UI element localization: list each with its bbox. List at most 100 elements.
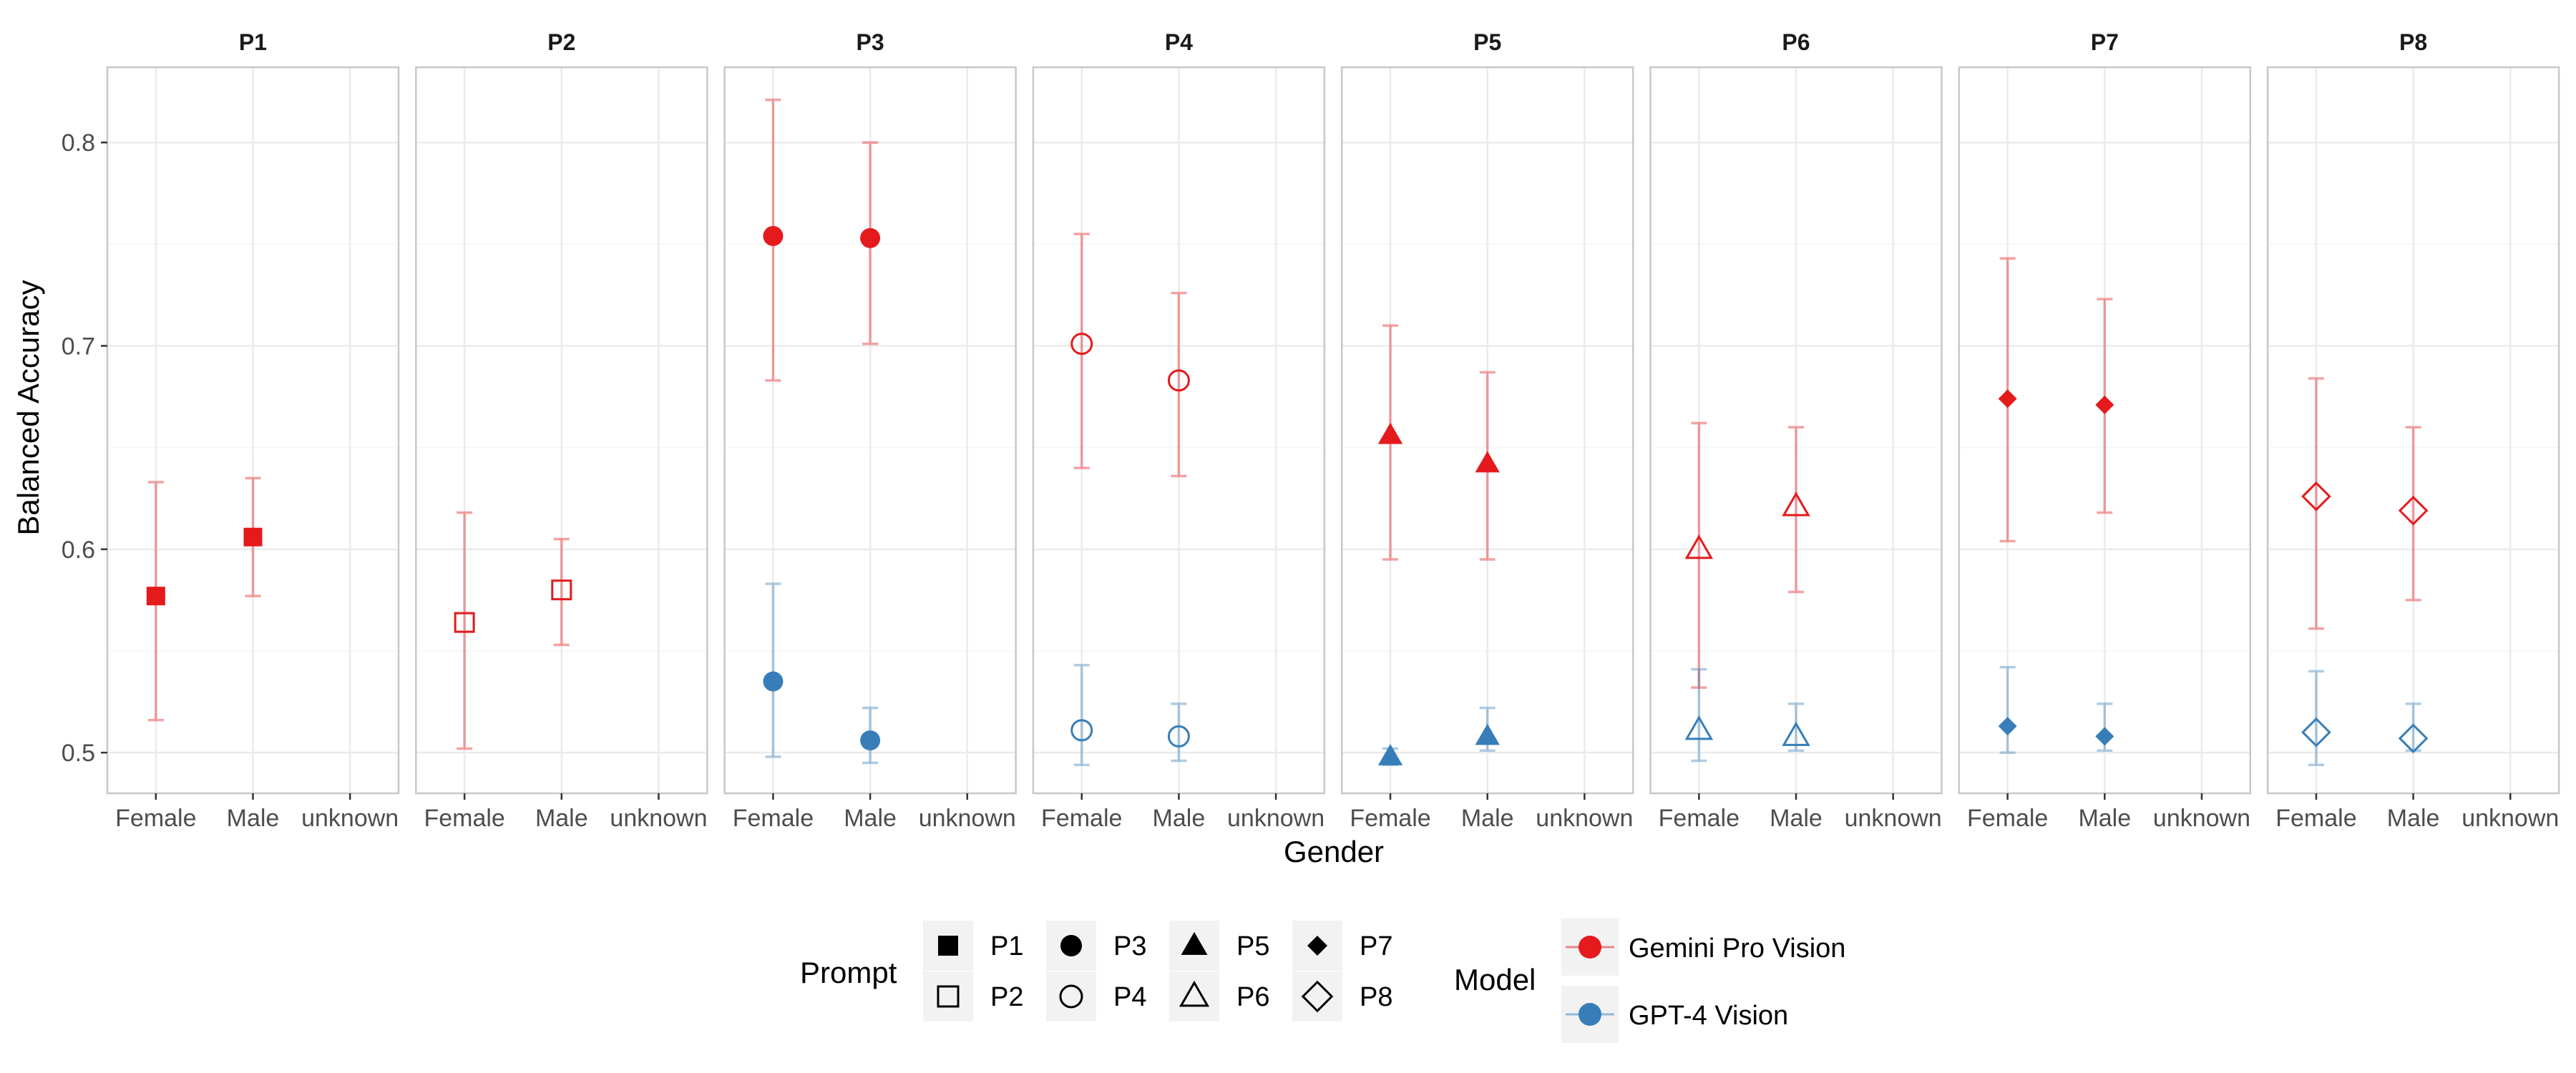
- data-point: [1684, 715, 1714, 740]
- x-tick-label: Male: [1770, 805, 1823, 832]
- x-tick-label: Female: [115, 805, 196, 832]
- facet-panel-p6: P6 Female Male unknown: [1649, 29, 1943, 832]
- error-bar: [553, 537, 570, 647]
- facet-title: P2: [547, 29, 575, 55]
- data-point: [2398, 495, 2429, 526]
- legend-key-shape: [1059, 984, 1083, 1009]
- facet-panels: P1 Female Male unknown 0.5 0.6 0.7 0.8 P2 Female M…: [62, 29, 2560, 832]
- data-point: [1782, 491, 1810, 516]
- data-point: [551, 579, 572, 601]
- facet-panel-p7: P7 Female Male unknown: [1958, 29, 2252, 832]
- legend-item-p1: P1: [923, 921, 1023, 971]
- legend-item-p2: P2: [923, 971, 1023, 1021]
- data-point: [146, 587, 165, 606]
- facet-title: P3: [857, 29, 884, 55]
- facet-title: P7: [2091, 29, 2119, 55]
- data-point: [2095, 727, 2114, 746]
- x-tick-label: Male: [2387, 805, 2440, 832]
- prompt-legend-keys: P1 P2 P3 P4 P5 P6 P7 P8: [923, 921, 1392, 1021]
- x-tick-label: Female: [1659, 805, 1740, 832]
- data-point: [1475, 723, 1500, 745]
- legend-item-p7: P7: [1292, 921, 1392, 971]
- facet-panel-p1: P1 Female Male unknown 0.5 0.6 0.7 0.8: [62, 29, 400, 832]
- legend-item-model: Gemini Pro Vision: [1561, 918, 1845, 976]
- x-tick-label: unknown: [2462, 805, 2559, 832]
- facet-title: P1: [239, 29, 267, 55]
- y-tick-label: 0.6: [62, 536, 95, 564]
- legend-key-shape: [1179, 980, 1210, 1007]
- legend-item-p3: P3: [1046, 921, 1146, 971]
- legend-key-background: [923, 971, 973, 1021]
- error-bar: [1691, 421, 1707, 689]
- legend-item-p5: P5: [1169, 921, 1269, 971]
- data-point: [2301, 717, 2331, 748]
- error-bar: [1788, 426, 1804, 594]
- x-tick-label: Female: [1041, 805, 1122, 832]
- x-axis-title: Gender: [1284, 835, 1384, 868]
- legend-item-p4: P4: [1046, 971, 1146, 1021]
- legend-key-shape: [1307, 936, 1327, 956]
- y-tick-label: 0.7: [62, 333, 95, 361]
- x-tick-label: unknown: [919, 805, 1016, 832]
- data-point: [1782, 721, 1810, 746]
- data-point: [763, 225, 784, 246]
- error-bar: [1691, 667, 1707, 763]
- x-tick-label: Female: [1350, 805, 1430, 832]
- facet-title: P8: [2399, 29, 2427, 55]
- error-bar: [765, 582, 781, 758]
- legend-label: P4: [1113, 982, 1146, 1012]
- facet-panel-p8: P8 Female Male unknown: [2266, 29, 2560, 832]
- error-bar: [1073, 232, 1090, 469]
- facet-title: P5: [1473, 29, 1501, 55]
- x-tick-label: unknown: [2153, 805, 2250, 832]
- x-tick-label: unknown: [1536, 805, 1633, 832]
- data-point: [243, 527, 263, 547]
- data-point: [1070, 333, 1093, 356]
- legend-key-point: [1579, 936, 1601, 959]
- data-point: [2398, 723, 2429, 754]
- facet-title: P6: [1782, 29, 1810, 55]
- legend-label: GPT-4 Vision: [1629, 1001, 1788, 1031]
- facet-title: P4: [1165, 29, 1193, 55]
- x-tick-label: unknown: [301, 805, 399, 832]
- x-tick-label: Female: [733, 805, 814, 832]
- data-point: [1070, 719, 1093, 742]
- x-tick-label: Male: [1461, 805, 1514, 832]
- x-tick-label: Female: [2275, 805, 2356, 832]
- legend-label: Gemini Pro Vision: [1629, 934, 1845, 964]
- legend-key-shape: [1181, 931, 1208, 955]
- data-point: [1475, 451, 1500, 473]
- legend-key-background: [1046, 971, 1096, 1021]
- legend-key-shape: [937, 985, 960, 1008]
- data-point: [2095, 395, 2114, 414]
- legend-label: P6: [1236, 982, 1269, 1012]
- error-bar: [1073, 664, 1090, 766]
- data-point: [1998, 717, 2017, 736]
- legend-title-prompt: Prompt: [800, 956, 897, 989]
- error-bar: [1171, 702, 1187, 763]
- legend-label: P7: [1360, 931, 1392, 961]
- error-bar: [2405, 426, 2421, 602]
- y-axis-title: Balanced Accuracy: [11, 280, 45, 535]
- data-point: [2301, 481, 2331, 511]
- legend-title-model: Model: [1454, 963, 1536, 996]
- data-point: [860, 730, 881, 751]
- legend-key-background: [1292, 971, 1342, 1021]
- legend-key-shape: [1060, 935, 1082, 956]
- legend-key-background: [1169, 971, 1219, 1021]
- error-bar: [2308, 377, 2324, 630]
- x-tick-label: Male: [2078, 805, 2131, 832]
- y-tick-label: 0.8: [62, 129, 95, 157]
- data-point: [1377, 422, 1403, 444]
- y-tick-label: 0.5: [62, 740, 95, 767]
- data-point: [1167, 725, 1190, 748]
- legend-key-point: [1579, 1003, 1601, 1026]
- facet-panel-p5: P5 Female Male unknown: [1340, 29, 1634, 832]
- x-tick-label: unknown: [610, 805, 707, 832]
- legend-label: P3: [1113, 931, 1146, 961]
- legend-key-shape: [938, 936, 958, 956]
- x-tick-label: Female: [1967, 805, 2048, 832]
- x-tick-label: unknown: [1227, 805, 1324, 832]
- error-bar: [1999, 665, 2016, 754]
